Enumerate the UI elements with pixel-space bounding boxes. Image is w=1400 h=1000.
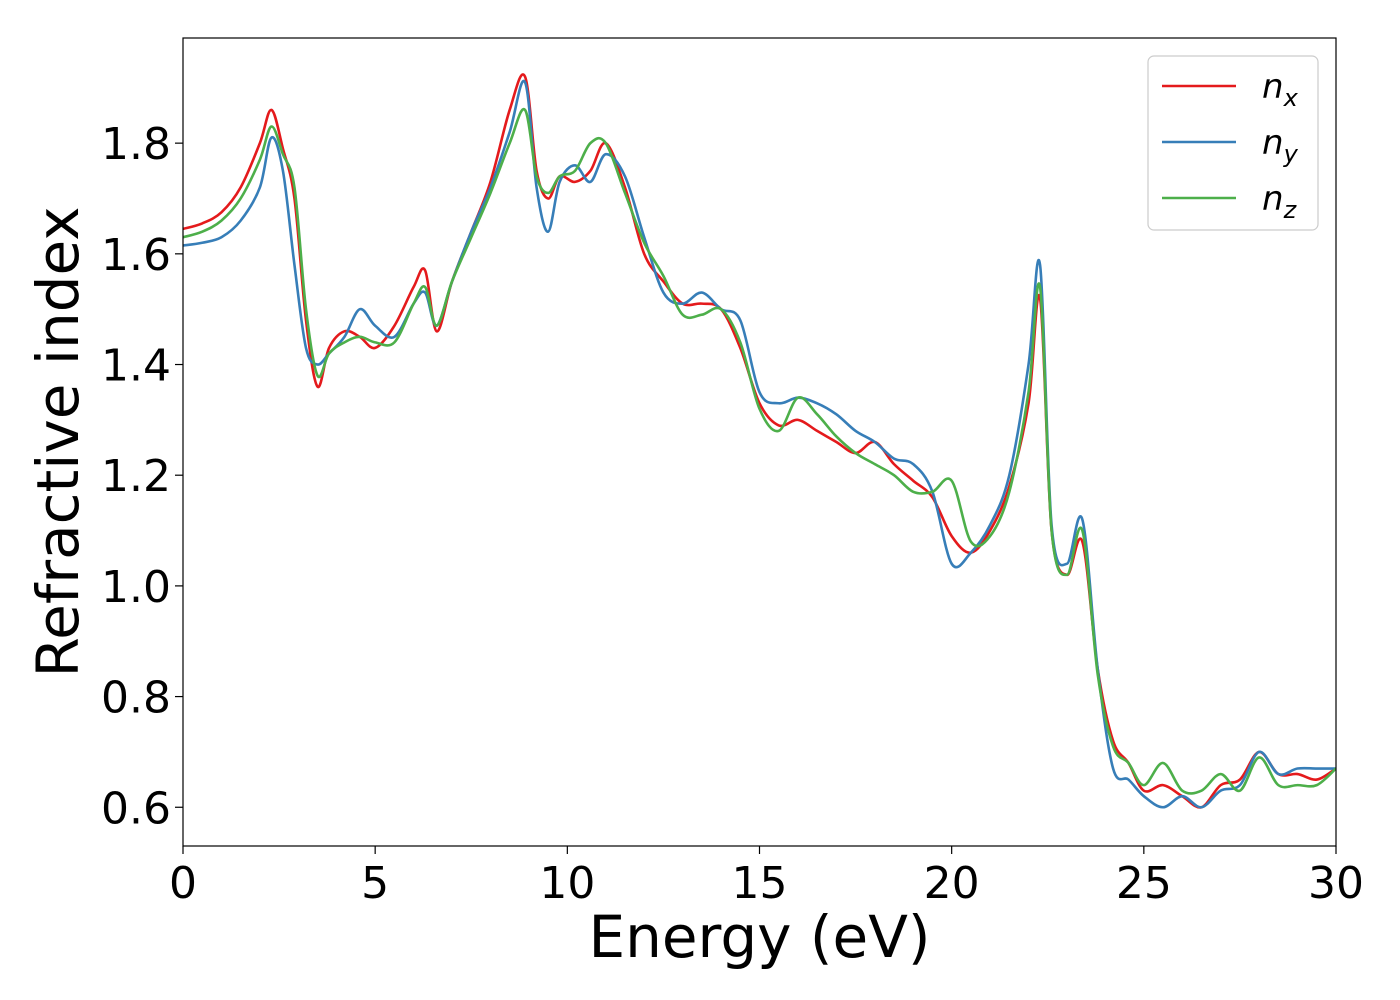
x-tick-label: 10 [539,858,595,909]
x-axis-title: Energy (eV) [588,903,930,971]
y-axis-title: Refractive index [24,206,92,677]
series-group [183,73,1336,809]
x-tick-label: 25 [1116,858,1172,909]
legend: nx ny nz [1147,55,1319,231]
y-tick-label: 1.8 [101,119,171,170]
y-tick-label: 0.6 [101,783,171,834]
legend-label-ny: ny [1262,123,1299,168]
y-tick-label: 1.4 [101,341,171,392]
x-tick-label: 0 [169,858,197,909]
x-tick-label: 30 [1308,858,1364,909]
y-tick-label: 1.6 [101,230,171,281]
y-tick-label: 1.2 [101,451,171,502]
x-axis: 0 5 10 15 20 25 30 [169,846,1364,909]
y-tick-label: 1.0 [101,562,171,613]
x-tick-label: 15 [732,858,788,909]
legend-label-nx: nx [1262,67,1299,112]
y-tick-label: 0.8 [101,673,171,724]
y-axis: 0.6 0.8 1.0 1.2 1.4 1.6 1.8 [101,119,183,834]
legend-label-nz: nz [1262,179,1298,224]
x-tick-label: 5 [361,858,389,909]
x-tick-label: 20 [924,858,980,909]
series-line-ny [183,79,1336,809]
series-line-nx [183,73,1336,809]
series-line-nz [183,107,1336,795]
